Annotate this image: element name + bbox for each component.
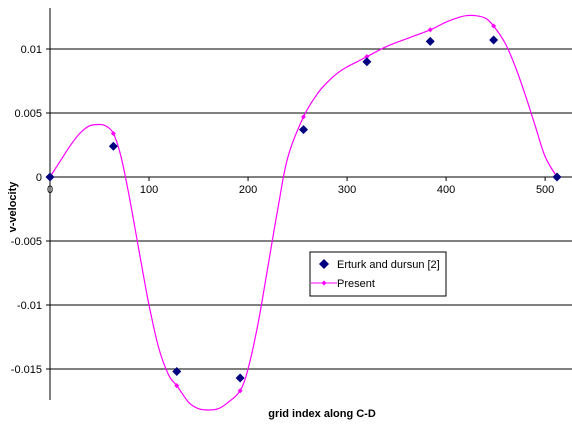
x-tick-label: 200 xyxy=(239,184,257,196)
point-erturk xyxy=(425,36,435,46)
point-erturk xyxy=(552,172,562,182)
y-tick-label: 0.01 xyxy=(21,44,42,56)
series xyxy=(45,14,562,411)
x-axis-title: grid index along C-D xyxy=(268,408,376,420)
point-erturk xyxy=(362,57,372,67)
legend-box xyxy=(309,251,447,297)
legend-label-present: Present xyxy=(337,278,375,290)
y-tick-label: 0 xyxy=(36,172,42,184)
point-erturk xyxy=(489,35,499,45)
legend-marker-erturk xyxy=(319,259,329,269)
y-tick-label: -0.01 xyxy=(17,300,42,312)
axes xyxy=(46,8,572,400)
tick-labels: 0.01 0.005 0 -0.005 -0.01 -0.015 0 100 200 300 400… xyxy=(11,44,555,376)
series-line-present xyxy=(49,14,558,411)
x-tick-label: 0 xyxy=(47,184,53,196)
point-present xyxy=(491,23,497,29)
x-tick-label: 100 xyxy=(140,184,158,196)
point-erturk xyxy=(299,125,308,135)
point-erturk xyxy=(172,367,182,377)
point-erturk xyxy=(45,172,55,182)
x-tick-label: 300 xyxy=(338,184,356,196)
point-erturk xyxy=(235,373,245,383)
point-present xyxy=(174,383,180,389)
x-tick-label: 400 xyxy=(437,184,455,196)
y-axis-title: v-velocity xyxy=(7,181,19,233)
y-tick-label: -0.005 xyxy=(11,236,42,248)
legend: Erturk and dursun [2] Present xyxy=(309,251,447,297)
y-tick-label: 0.005 xyxy=(14,108,42,120)
y-tick-label: -0.015 xyxy=(11,364,42,376)
point-present xyxy=(364,54,370,60)
point-present xyxy=(427,27,433,33)
legend-marker-present xyxy=(321,280,327,286)
gridlines xyxy=(50,48,572,370)
x-tick-label: 500 xyxy=(536,184,554,196)
point-present xyxy=(301,114,306,120)
point-erturk xyxy=(108,141,118,151)
point-present xyxy=(237,388,243,394)
legend-label-erturk: Erturk and dursun [2] xyxy=(337,259,440,271)
point-present xyxy=(110,130,116,136)
